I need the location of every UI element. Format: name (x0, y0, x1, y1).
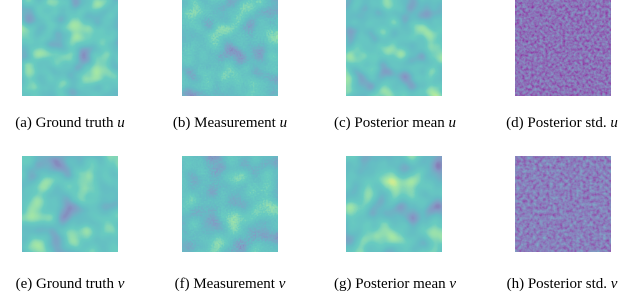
caption-text: Ground truth (36, 115, 114, 131)
caption-text: Posterior mean (354, 115, 445, 131)
panel-caption: (f) Measurement v (175, 276, 286, 292)
panel-image (22, 156, 118, 252)
panel-image (22, 0, 118, 96)
caption-text: Posterior mean (355, 276, 446, 292)
panel-image (182, 0, 278, 96)
caption-label: (h) (507, 276, 525, 292)
caption-variable: v (611, 276, 618, 292)
caption-variable: u (117, 115, 125, 131)
panel-caption: (b) Measurement u (173, 115, 287, 131)
caption-label: (d) (506, 115, 524, 131)
panel: (g) Posterior mean v (334, 156, 456, 292)
panel-caption: (g) Posterior mean v (334, 276, 456, 292)
panel-caption: (c) Posterior mean u (334, 115, 456, 131)
caption-text: Posterior std. (527, 115, 606, 131)
panel: (f) Measurement v (175, 156, 286, 292)
panel-caption: (h) Posterior std. v (507, 276, 618, 292)
caption-label: (c) (334, 115, 351, 131)
caption-text: Ground truth (36, 276, 114, 292)
panel-image (346, 0, 442, 96)
caption-label: (e) (16, 276, 33, 292)
panel-image (515, 0, 611, 96)
caption-label: (g) (334, 276, 352, 292)
caption-variable: v (279, 276, 286, 292)
caption-variable: v (118, 276, 125, 292)
caption-variable: v (449, 276, 456, 292)
panel-caption: (d) Posterior std. u (506, 115, 618, 131)
panel-caption: (e) Ground truth v (16, 276, 125, 292)
panel: (c) Posterior mean u (334, 0, 456, 131)
caption-label: (b) (173, 115, 191, 131)
panel: (b) Measurement u (173, 0, 287, 131)
panel: (d) Posterior std. u (506, 0, 618, 131)
panel-image (515, 156, 611, 252)
caption-variable: u (280, 115, 288, 131)
panel-caption: (a) Ground truth u (15, 115, 125, 131)
caption-label: (f) (175, 276, 190, 292)
panel: (h) Posterior std. v (507, 156, 618, 292)
caption-variable: u (449, 115, 457, 131)
caption-text: Posterior std. (528, 276, 607, 292)
caption-text: Measurement (194, 115, 276, 131)
caption-text: Measurement (193, 276, 275, 292)
caption-variable: u (610, 115, 618, 131)
panel: (a) Ground truth u (15, 0, 125, 131)
panel: (e) Ground truth v (16, 156, 125, 292)
panel-image (346, 156, 442, 252)
panel-image (182, 156, 278, 252)
caption-label: (a) (15, 115, 32, 131)
